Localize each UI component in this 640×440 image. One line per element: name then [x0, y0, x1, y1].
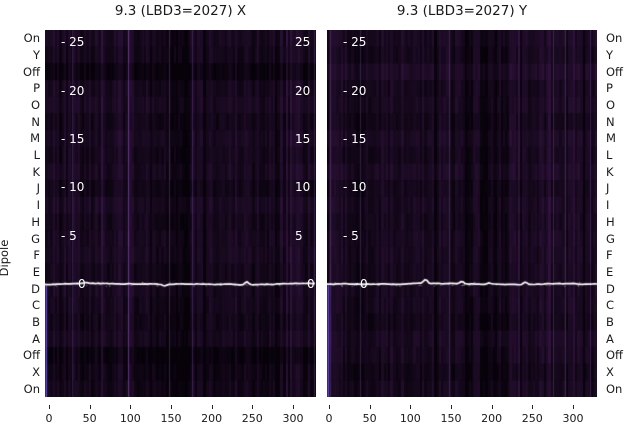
secondary-tick-label-left: - 25: [343, 35, 367, 50]
row-label-right: J: [606, 181, 610, 196]
x-tick-mark: [211, 405, 213, 409]
x-tick-mark: [292, 405, 294, 409]
secondary-tick-label-left: 0: [360, 277, 368, 291]
x-tick-mark: [89, 405, 91, 409]
row-label-left: J: [36, 181, 40, 196]
row-label-left: F: [33, 248, 40, 263]
secondary-tick-label-left: - 20: [343, 83, 367, 98]
row-label-right: A: [606, 331, 614, 346]
row-label-right: On: [606, 31, 623, 46]
secondary-tick-label-left: - 5: [343, 228, 359, 243]
panel-y-title: 9.3 (LBD3=2027) Y: [396, 3, 528, 19]
panel-x-title: 9.3 (LBD3=2027) X: [114, 3, 247, 19]
x-tick-mark: [369, 405, 371, 409]
x-tick-mark: [410, 405, 412, 409]
secondary-tick-label-left: - 10: [61, 180, 85, 195]
x-tick-mark: [329, 405, 330, 409]
row-label-left: G: [31, 231, 40, 246]
x-tick-label: 200: [481, 412, 503, 425]
row-label-left: X: [32, 364, 40, 379]
x-tick-mark: [49, 405, 50, 409]
row-label-left: P: [33, 81, 40, 96]
secondary-tick-label-left: - 5: [61, 228, 77, 243]
row-label-left: K: [32, 164, 40, 179]
x-tick-label: 250: [521, 412, 543, 425]
heatmap-canvas-y: [327, 30, 597, 397]
row-label-left: D: [31, 281, 40, 296]
row-label-left: N: [31, 114, 40, 129]
row-label-left: C: [31, 298, 40, 313]
secondary-tick-label-right: 20: [295, 83, 311, 98]
row-label-right: X: [606, 364, 614, 379]
row-label-right: M: [606, 131, 616, 146]
x-tick-label: 50: [82, 412, 97, 425]
x-tick-label: 50: [362, 412, 377, 425]
x-tick-label: 200: [201, 412, 223, 425]
x-tick-mark: [170, 405, 172, 409]
x-tick-label: 150: [160, 412, 182, 425]
secondary-tick-label-left: - 15: [61, 131, 85, 146]
row-label-right: I: [606, 198, 610, 213]
row-label-left: Off: [23, 348, 40, 363]
row-label-right: K: [606, 164, 614, 179]
row-label-left: Y: [32, 48, 40, 63]
row-label-right: C: [606, 298, 615, 313]
row-label-left: Off: [23, 64, 40, 79]
secondary-tick-label-left: - 20: [61, 83, 85, 98]
x-tick-label: 100: [399, 412, 421, 425]
heatmap-panel-y: - 25 - 20 - 15 - 10 - 5 0: [327, 30, 597, 397]
x-tick-mark: [130, 405, 132, 409]
secondary-tick-label-right: 15: [295, 131, 311, 146]
row-label-left: O: [30, 98, 40, 113]
row-label-right: L: [606, 148, 613, 163]
row-label-right: D: [606, 281, 615, 296]
secondary-tick-label-right: 5: [295, 228, 303, 243]
row-label-right: B: [606, 314, 614, 329]
row-label-right: G: [606, 231, 615, 246]
row-label-right: O: [606, 98, 616, 113]
x-tick-label: 150: [440, 412, 462, 425]
row-label-left: I: [36, 198, 40, 213]
secondary-tick-label-right: 10: [295, 180, 311, 195]
x-tick-mark: [532, 405, 534, 409]
row-label-left: B: [32, 314, 40, 329]
x-tick-mark: [450, 405, 452, 409]
row-label-right: E: [606, 264, 614, 279]
row-label-left: On: [23, 31, 40, 46]
secondary-tick-label-right: 0: [307, 277, 315, 291]
x-tick-label: 100: [119, 412, 141, 425]
x-tick-label: 0: [45, 412, 53, 425]
row-label-left: M: [30, 131, 40, 146]
secondary-tick-label-left: - 15: [343, 131, 367, 146]
heatmap-panel-x: - 25 25 - 20 20 - 15 15 - 10 10 - 5 5 0 0: [45, 30, 316, 397]
row-label-right: Off: [606, 64, 623, 79]
row-label-left: E: [32, 264, 40, 279]
x-tick-mark: [252, 405, 254, 409]
x-tick-label: 300: [562, 412, 584, 425]
x-tick-label: 300: [282, 412, 304, 425]
secondary-tick-label-left: - 25: [61, 35, 85, 50]
row-label-right: F: [606, 248, 613, 263]
row-label-left: On: [23, 381, 40, 396]
y-axis-title: Dipole: [0, 239, 11, 277]
row-label-right: On: [606, 381, 623, 396]
x-tick-label: 250: [241, 412, 263, 425]
secondary-tick-label-left: 0: [78, 277, 86, 291]
row-label-right: Off: [606, 348, 623, 363]
heatmap-canvas-x: [45, 30, 316, 397]
secondary-tick-label-right: 25: [295, 35, 311, 50]
row-label-right: Y: [606, 48, 614, 63]
x-tick-label: 0: [325, 412, 333, 425]
secondary-tick-label-left: - 10: [343, 180, 367, 195]
row-label-left: L: [33, 148, 40, 163]
x-tick-mark: [491, 405, 493, 409]
row-label-right: N: [606, 114, 615, 129]
row-label-right: H: [606, 214, 615, 229]
row-label-left: H: [31, 214, 40, 229]
row-label-right: P: [606, 81, 613, 96]
row-label-left: A: [32, 331, 40, 346]
x-tick-mark: [572, 405, 574, 409]
